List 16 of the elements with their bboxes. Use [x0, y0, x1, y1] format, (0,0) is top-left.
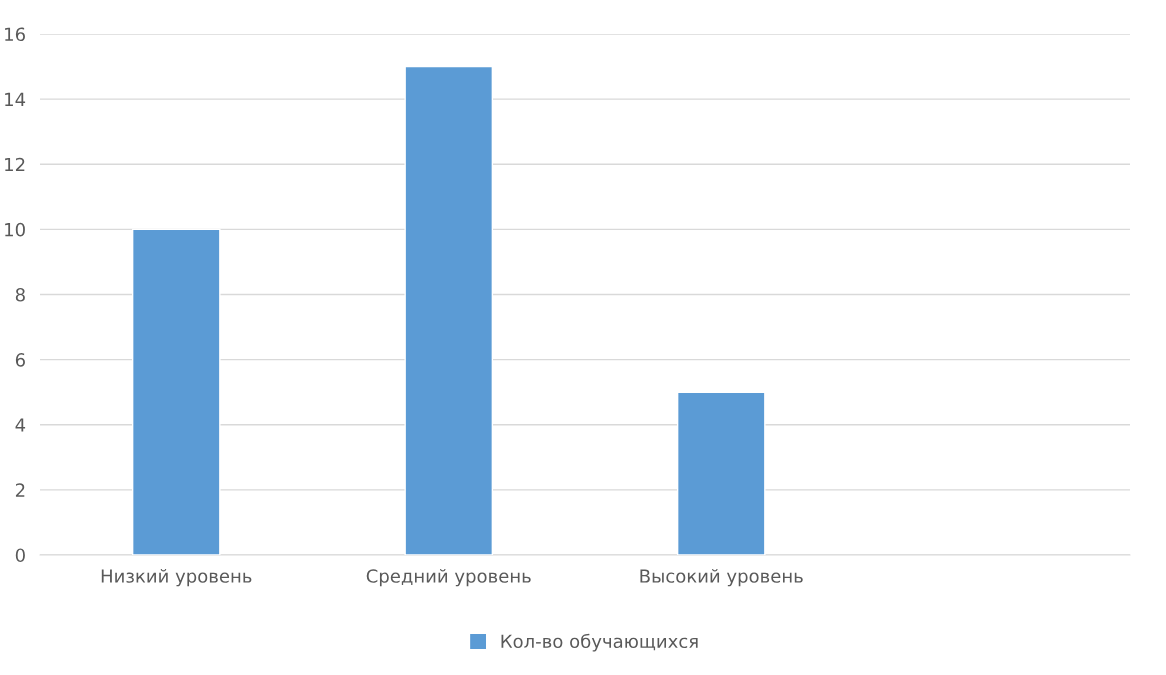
- bar: [131, 228, 221, 555]
- y-tick-label: 10: [5, 222, 25, 237]
- y-tick-label: 4: [15, 418, 26, 432]
- bar: [404, 65, 494, 555]
- y-tick-label: 16: [5, 27, 25, 42]
- bar: [676, 391, 766, 555]
- y-tick-label: 2: [15, 483, 25, 497]
- y-tick-label: 14: [5, 92, 26, 106]
- y-tick-label: 0: [15, 548, 25, 563]
- x-tick-label: Средний уровень: [366, 568, 531, 587]
- x-tick-label: Высокий уровень: [640, 568, 803, 587]
- x-tick-label: Низкий уровень: [101, 568, 252, 587]
- y-tick-label: 12: [5, 157, 25, 172]
- y-tick-label: 8: [15, 287, 25, 302]
- y-tick-label: 6: [15, 353, 25, 367]
- legend-label: Кол-во обучающихся: [501, 633, 698, 652]
